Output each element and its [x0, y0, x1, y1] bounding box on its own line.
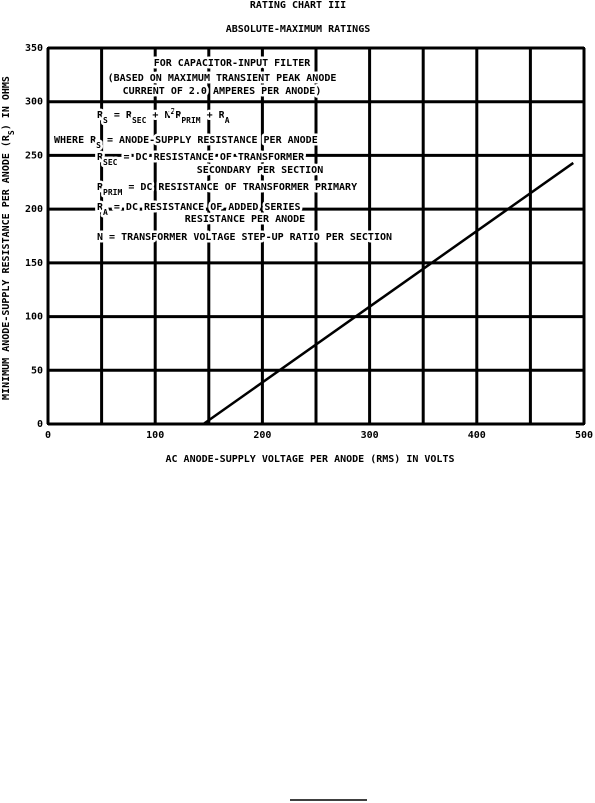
- text-segment: + N: [146, 110, 170, 121]
- y-tick-label: 350: [25, 43, 43, 54]
- text-segment: 2: [171, 107, 176, 116]
- x-axis-label: AC ANODE-SUPPLY VOLTAGE PER ANODE (RMS) …: [166, 454, 455, 465]
- y-tick-label: 150: [25, 258, 43, 269]
- text-segment: PRIM: [103, 188, 122, 197]
- text-segment: S: [103, 116, 108, 125]
- x-tick-label: 500: [575, 430, 593, 441]
- annotation: RA = DC RESISTANCE OF ADDED SERIES: [97, 202, 301, 217]
- x-tick-label: 300: [361, 430, 379, 441]
- y-tick-label: 200: [25, 204, 43, 215]
- annotation: SECONDARY PER SECTION: [197, 165, 323, 176]
- annotation: RSEC = DC RESISTANCE OF TRANSFORMER: [97, 152, 305, 167]
- y-tick-label: 300: [25, 97, 43, 108]
- text-segment: A: [225, 116, 230, 125]
- x-tick-label: 400: [468, 430, 486, 441]
- text-segment: PRIM: [181, 116, 200, 125]
- text-segment: S: [7, 130, 16, 135]
- text-segment: (BASED ON MAXIMUM TRANSIENT PEAK ANODE: [108, 73, 337, 84]
- text-segment: FOR CAPACITOR-INPUT FILTER: [154, 58, 312, 69]
- text-segment: S: [96, 141, 101, 150]
- text-segment: N = TRANSFORMER VOLTAGE STEP-UP RATIO PE…: [97, 232, 392, 243]
- chart-title: RATING CHART III: [250, 0, 346, 11]
- y-tick-label: 250: [25, 150, 43, 161]
- text-segment: = ANODE-SUPPLY RESISTANCE PER ANODE: [101, 135, 318, 146]
- text-segment: WHERE R: [54, 135, 97, 146]
- text-segment: = DC RESISTANCE OF ADDED SERIES: [108, 202, 301, 213]
- text-segment: + R: [201, 110, 226, 121]
- x-tick-label: 200: [253, 430, 271, 441]
- annotation: RPRIM = DC RESISTANCE OF TRANSFORMER PRI…: [97, 182, 357, 197]
- text-segment: = DC RESISTANCE OF TRANSFORMER: [117, 152, 305, 163]
- annotation: WHERE RS = ANODE-SUPPLY RESISTANCE PER A…: [54, 135, 318, 150]
- text-segment: SEC: [132, 116, 147, 125]
- annotation: N = TRANSFORMER VOLTAGE STEP-UP RATIO PE…: [97, 232, 392, 243]
- annotation: CURRENT OF 2.0 AMPERES PER ANODE): [123, 86, 322, 97]
- text-segment: ) IN OHMS: [1, 76, 12, 130]
- text-segment: = R: [108, 110, 133, 121]
- text-segment: MINIMUM ANODE-SUPPLY RESISTANCE PER ANOD…: [1, 134, 12, 400]
- x-tick-label: 0: [45, 430, 51, 441]
- text-segment: SEC: [103, 158, 118, 167]
- plot-frame: [47, 47, 585, 425]
- text-segment: SECONDARY PER SECTION: [197, 165, 323, 176]
- y-tick-label: 100: [25, 312, 43, 323]
- annotation: RESISTANCE PER ANODE: [185, 214, 305, 225]
- text-segment: A: [103, 208, 108, 217]
- y-tick-label: 50: [31, 365, 43, 376]
- x-tick-label: 100: [146, 430, 164, 441]
- data-line: [202, 161, 575, 426]
- text-segment: RESISTANCE PER ANODE: [185, 214, 305, 225]
- annotation: FOR CAPACITOR-INPUT FILTER: [154, 58, 312, 69]
- annotation: (BASED ON MAXIMUM TRANSIENT PEAK ANODE: [108, 73, 337, 84]
- y-axis-label: MINIMUM ANODE-SUPPLY RESISTANCE PER ANOD…: [1, 76, 16, 400]
- text-segment: = DC RESISTANCE OF TRANSFORMER PRIMARY: [122, 182, 357, 193]
- y-tick-label: 0: [37, 419, 43, 430]
- text-segment: CURRENT OF 2.0 AMPERES PER ANODE): [123, 86, 322, 97]
- chart-subtitle: ABSOLUTE-MAXIMUM RATINGS: [226, 24, 371, 35]
- annotation: RS = RSEC + N2RPRIM + RA: [97, 107, 230, 125]
